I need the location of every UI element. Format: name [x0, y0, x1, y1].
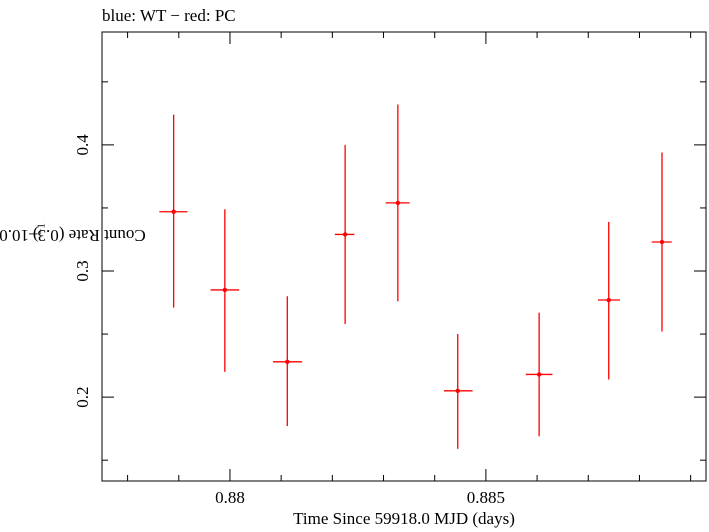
point-marker — [659, 239, 665, 245]
data-point-7 — [525, 312, 553, 437]
data-point-2 — [210, 209, 240, 372]
data-point-9 — [651, 152, 672, 332]
y-tick-label: 0.4 — [73, 134, 92, 156]
point-marker — [285, 359, 290, 365]
y-axis-label-close: ) — [32, 225, 39, 245]
point-marker — [536, 372, 542, 377]
point-marker — [222, 287, 228, 293]
point-marker — [171, 209, 176, 214]
x-tick-label: 0.88 — [215, 488, 245, 507]
data-point-3 — [272, 296, 303, 427]
data-point-1 — [159, 114, 188, 308]
y-axis-label-main: Count Rate (0.3–10.0 keV)(cts s — [0, 225, 146, 245]
point-marker — [395, 200, 401, 206]
plot-frame — [101, 31, 707, 482]
x-axis-label: Time Since 59918.0 MJD (days) — [293, 509, 515, 528]
point-marker — [606, 297, 611, 303]
data-point-6 — [443, 334, 473, 449]
point-marker — [342, 232, 348, 237]
x-tick-label: 0.885 — [467, 488, 505, 507]
y-tick-label: 0.2 — [73, 387, 92, 408]
chart-title: blue: WT − red: PC — [102, 6, 236, 25]
point-marker — [455, 388, 460, 394]
y-tick-label: 0.3 — [73, 260, 92, 281]
data-point-5 — [385, 104, 410, 302]
data-point-4 — [334, 144, 355, 324]
data-point-8 — [597, 221, 621, 380]
